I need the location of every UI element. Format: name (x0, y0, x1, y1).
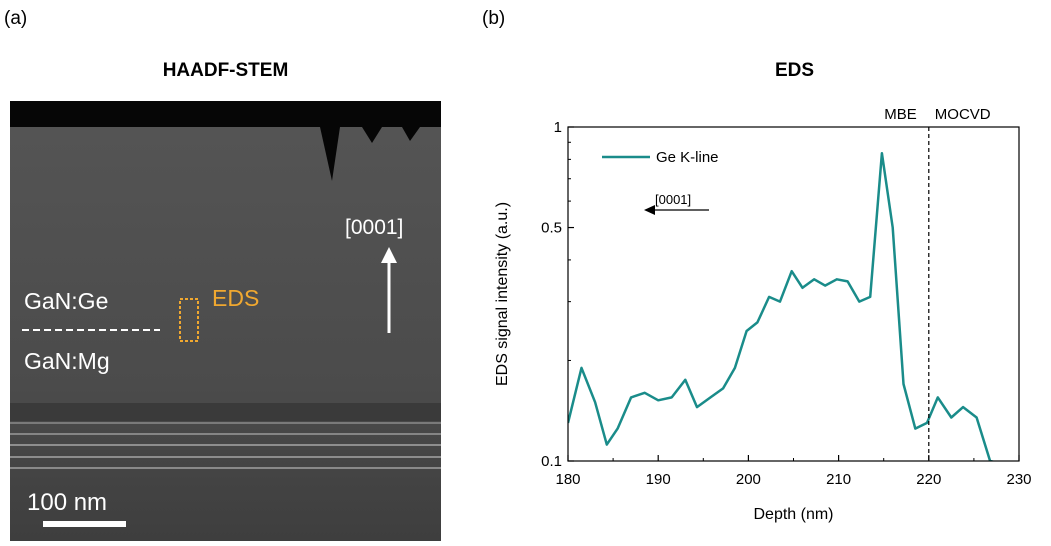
panel-b-label: (b) (482, 8, 506, 29)
eds-box-label: EDS (212, 285, 259, 311)
y-tick-label: 0.1 (541, 453, 562, 470)
scale-bar (43, 521, 126, 527)
interlayer-band (10, 403, 441, 421)
growth-arrow-head (381, 247, 397, 263)
y-axis-label: EDS signal intensity (a.u.) (494, 202, 511, 386)
stem-background (10, 101, 441, 541)
direction-arrow: [0001] (644, 192, 709, 215)
layer-bottom-label: GaN:Mg (24, 348, 110, 374)
eds-chart: 180 190 200 210 220 230 0.1 0.5 1 MBE MOCVD Ge … (455, 95, 1045, 546)
layer-top-label: GaN:Ge (24, 288, 108, 314)
direction-arrow-label: [0001] (655, 192, 691, 207)
direction-label: [0001] (345, 216, 403, 239)
scale-bar-label: 100 nm (27, 489, 107, 516)
x-tick-label: 220 (916, 471, 941, 488)
haadf-stem-image: [0001] GaN:Ge GaN:Mg EDS 100 nm (10, 101, 441, 541)
region-label-mbe: MBE (884, 106, 917, 123)
panel-a-label: (a) (4, 8, 28, 29)
region-label-mocvd: MOCVD (935, 106, 991, 123)
legend: Ge K-line (602, 149, 719, 166)
x-axis-label: Depth (nm) (753, 506, 833, 523)
series-line-1 (568, 151, 996, 461)
legend-label-ge-k-line: Ge K-line (656, 149, 719, 166)
plot-layer (568, 151, 996, 461)
y-axis: 0.1 0.5 1 (541, 119, 574, 470)
x-axis: 180 190 200 210 220 230 (555, 455, 1032, 488)
eds-chart-svg: 180 190 200 210 220 230 0.1 0.5 1 MBE MOCVD Ge … (494, 106, 1032, 523)
panel-a-title: HAADF-STEM (162, 60, 289, 81)
surface-vacuum (10, 101, 441, 181)
y-tick-label: 1 (554, 119, 562, 136)
stem-micrograph: [0001] GaN:Ge GaN:Mg EDS 100 nm (10, 101, 441, 541)
y-tick-label: 0.5 (541, 220, 562, 237)
x-tick-label: 200 (736, 471, 761, 488)
x-tick-label: 230 (1006, 471, 1031, 488)
plot-frame (567, 126, 1020, 462)
x-tick-label: 210 (826, 471, 851, 488)
x-tick-label: 190 (646, 471, 671, 488)
direction-arrow-head (644, 205, 655, 215)
panel-b-title: EDS (774, 60, 815, 81)
x-tick-label: 180 (555, 471, 580, 488)
